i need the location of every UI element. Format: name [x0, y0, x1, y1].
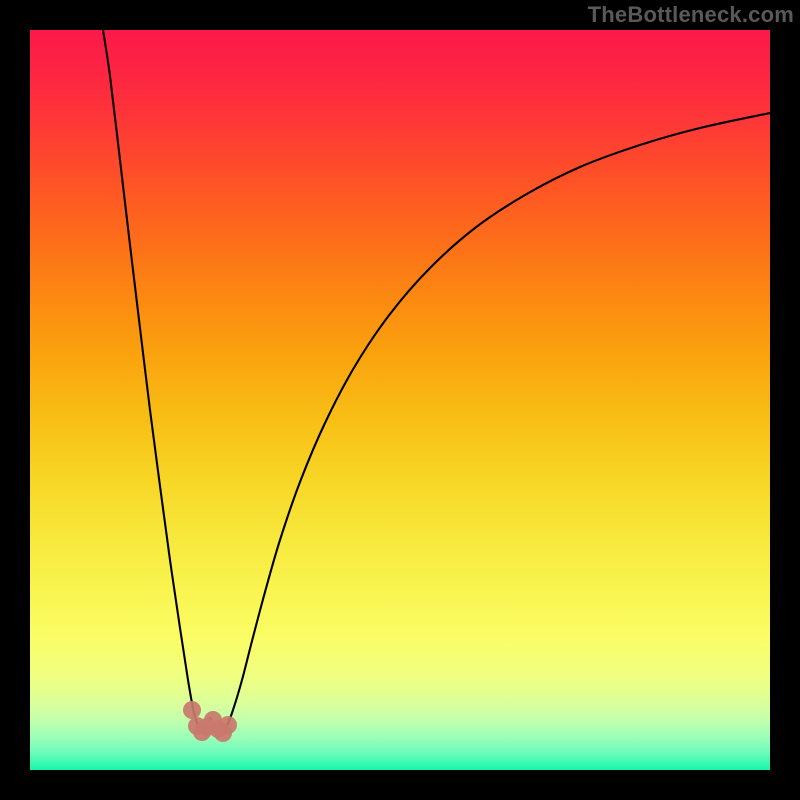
chart-canvas: TheBottleneck.com: [0, 0, 800, 800]
dip-marker: [183, 701, 201, 719]
attribution-watermark: TheBottleneck.com: [588, 2, 794, 28]
gradient-background: [30, 30, 770, 770]
chart-svg: [30, 30, 770, 770]
dip-marker: [219, 716, 237, 734]
plot-area: [30, 30, 770, 770]
